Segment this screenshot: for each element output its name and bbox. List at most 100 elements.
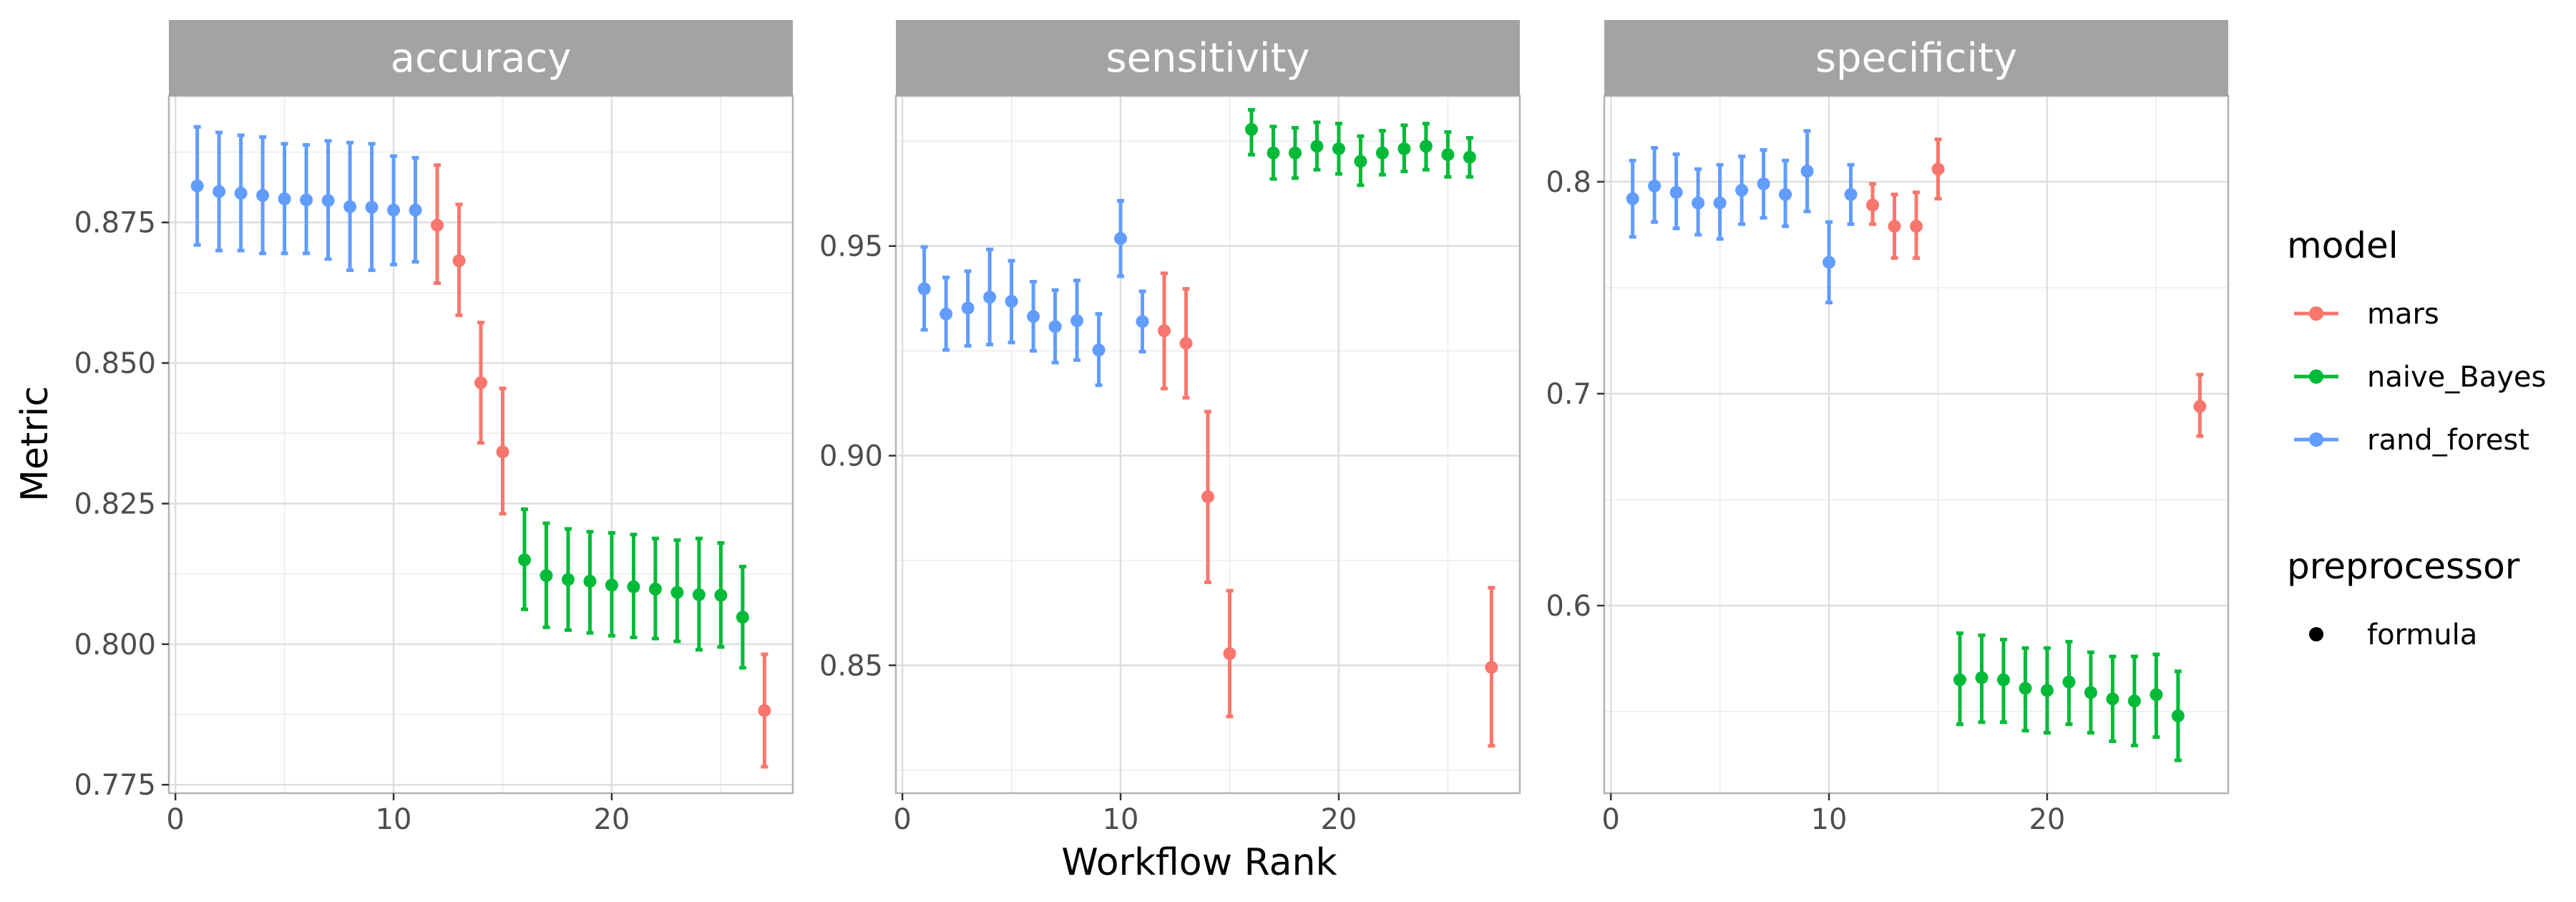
data-point-group xyxy=(1005,258,1018,344)
data-point xyxy=(387,203,401,217)
y-tick-label: 0.850 xyxy=(74,347,156,380)
y-tick-label: 0.775 xyxy=(74,769,156,802)
facet-strip-label: accuracy xyxy=(391,35,572,82)
data-point-group xyxy=(190,125,204,247)
data-point-group xyxy=(1692,167,1705,237)
data-point xyxy=(1648,179,1662,193)
data-point-group xyxy=(961,269,975,348)
data-point xyxy=(517,553,531,567)
data-point-group xyxy=(213,130,226,253)
legend-title-preprocessor: preprocessor xyxy=(2287,545,2520,587)
x-tick-label: 10 xyxy=(1103,803,1139,836)
data-point-group xyxy=(1310,120,1324,172)
facet-accuracy: accuracy 0.775 0.800 0.825 0.850 0.875 0 10 20 xyxy=(74,20,794,836)
y-tick-label: 0.875 xyxy=(74,207,156,240)
data-point xyxy=(2062,675,2076,689)
data-point-group xyxy=(648,536,662,641)
x-tick-label: 10 xyxy=(376,803,412,836)
data-point-group xyxy=(692,536,706,652)
data-point xyxy=(1888,220,1901,233)
data-point xyxy=(213,185,226,198)
data-point-group xyxy=(1975,633,1989,724)
data-point xyxy=(1288,146,1302,160)
data-point-group xyxy=(714,540,728,649)
data-point xyxy=(1975,671,1989,684)
legend: model mars naive_Bayes rand_forest preproces… xyxy=(2287,225,2546,651)
legend-label: rand_forest xyxy=(2367,424,2529,457)
data-point-group xyxy=(1800,129,1814,213)
data-point xyxy=(1070,314,1084,327)
data-point xyxy=(1375,146,1389,160)
data-point-group xyxy=(1441,130,1455,179)
x-tick-label: 20 xyxy=(2029,803,2065,836)
data-point-group xyxy=(1713,163,1727,241)
data-point-group xyxy=(2019,646,2032,733)
data-point xyxy=(474,376,487,389)
data-point-group xyxy=(1332,122,1345,176)
data-point xyxy=(940,307,953,321)
data-point-group xyxy=(1931,137,1945,201)
x-tick-label: 0 xyxy=(166,803,184,836)
data-point-group xyxy=(1823,220,1836,305)
data-point xyxy=(1048,320,1062,334)
data-point-group xyxy=(474,321,487,445)
data-point-group xyxy=(736,564,749,670)
data-point xyxy=(561,573,575,586)
data-point xyxy=(365,200,379,214)
y-axis-title: Metric xyxy=(14,386,57,502)
data-point xyxy=(1735,183,1749,197)
data-point xyxy=(1800,165,1814,178)
legend-key-point xyxy=(2309,627,2323,641)
data-point xyxy=(540,569,553,583)
y-tick-label: 0.6 xyxy=(1546,590,1591,623)
x-tick-label: 20 xyxy=(593,803,630,836)
legend-label: mars xyxy=(2367,298,2439,331)
data-point xyxy=(278,192,291,205)
data-point-group xyxy=(1844,163,1858,226)
facet-strip xyxy=(169,20,793,96)
data-point xyxy=(1201,490,1214,503)
data-point-group xyxy=(1179,286,1193,400)
data-point-group xyxy=(1888,193,1901,260)
data-point-group xyxy=(1244,107,1258,157)
facet-strip-label: sensitivity xyxy=(1106,35,1309,82)
data-point xyxy=(321,194,335,208)
legend-item-rand_forest: rand_forest xyxy=(2294,424,2529,457)
data-point-group xyxy=(1910,190,1923,260)
legend-item-mars: mars xyxy=(2294,298,2439,331)
y-tick-label: 0.95 xyxy=(819,231,883,263)
data-point xyxy=(1310,140,1324,153)
data-point-group xyxy=(278,142,291,256)
data-point xyxy=(409,203,422,217)
data-point-group xyxy=(1070,278,1084,362)
legend-item-formula: formula xyxy=(2309,619,2477,651)
legend-label: formula xyxy=(2367,619,2477,651)
data-point xyxy=(736,611,749,624)
data-point xyxy=(2127,694,2141,708)
data-point-group xyxy=(1779,158,1792,228)
data-point-group xyxy=(1267,125,1280,181)
data-point xyxy=(1485,661,1498,674)
x-tick-label: 20 xyxy=(1320,803,1357,836)
data-point-group xyxy=(452,203,466,317)
data-point-group xyxy=(2171,669,2185,762)
data-point xyxy=(917,282,931,296)
data-point xyxy=(1626,192,1639,205)
data-point-group xyxy=(1996,637,2010,724)
data-point-group xyxy=(917,245,931,332)
y-tick-label: 0.825 xyxy=(74,488,156,520)
data-point-group xyxy=(2127,654,2141,747)
facet-strip xyxy=(896,20,1520,96)
data-point xyxy=(496,445,509,459)
data-point xyxy=(2150,688,2163,702)
facet-specificity: specificity 0.6 0.7 0.8 0 10 20 xyxy=(1546,20,2230,836)
data-point-group xyxy=(2150,652,2163,739)
data-point xyxy=(2193,399,2207,413)
data-point-group xyxy=(983,247,997,346)
data-point-group xyxy=(2062,639,2076,727)
data-point xyxy=(1931,163,1945,176)
data-point xyxy=(1397,142,1411,155)
data-point-group xyxy=(431,163,444,286)
data-point-group xyxy=(605,530,618,638)
data-point-group xyxy=(1223,588,1236,719)
